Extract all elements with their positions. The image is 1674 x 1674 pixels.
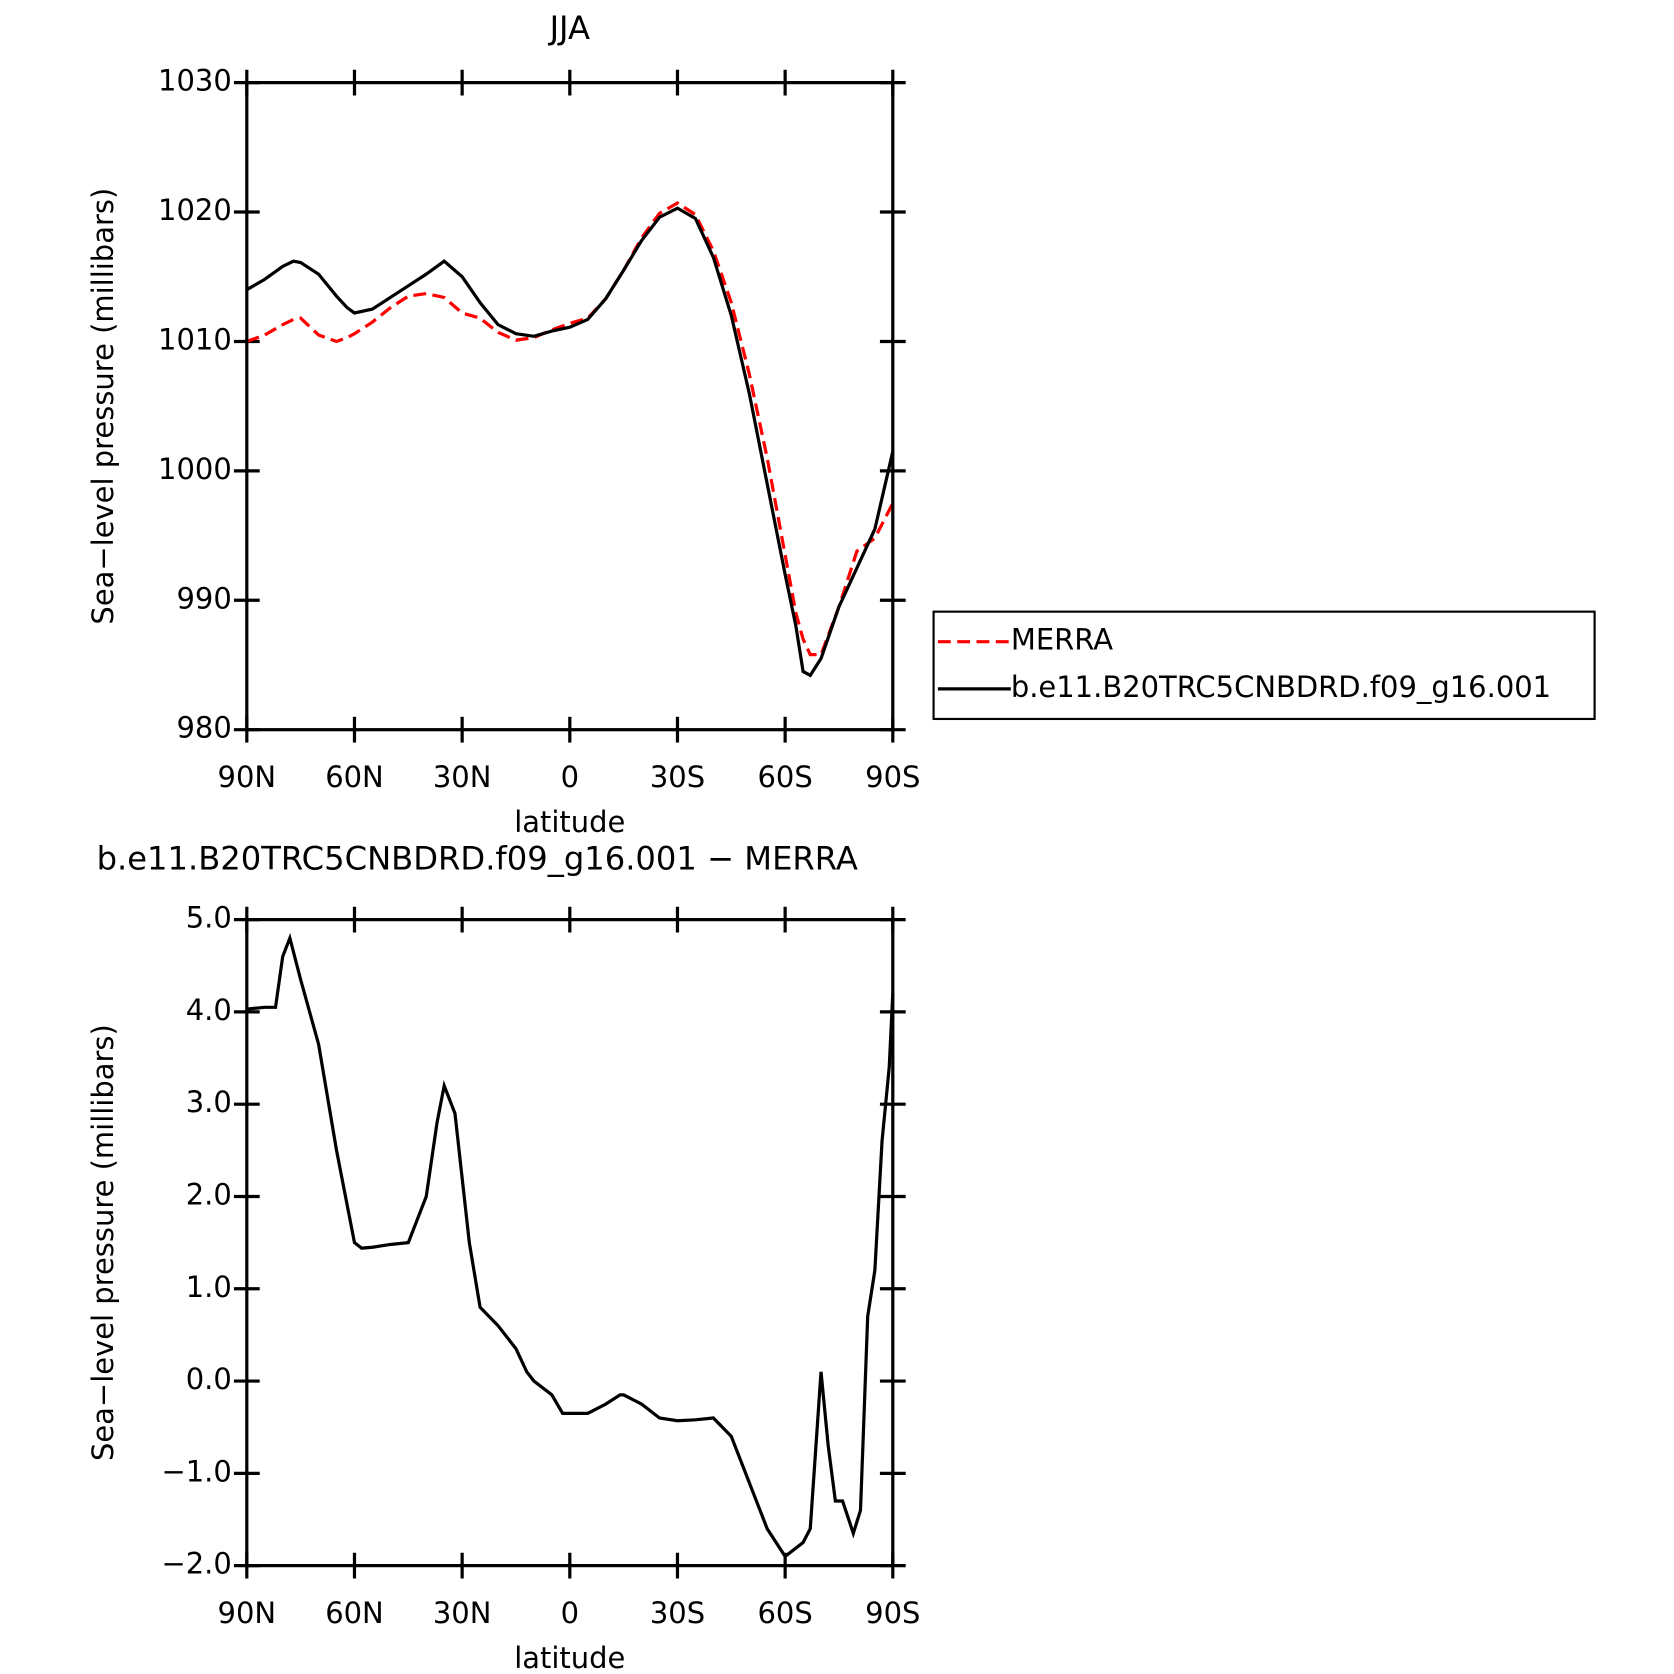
x-tick-label: 60S: [758, 1596, 813, 1630]
y-tick-label: 4.0: [186, 993, 232, 1027]
x-tick-label: 60N: [325, 760, 384, 794]
x-tick-label: 30N: [433, 1596, 492, 1630]
x-tick-label: 0: [561, 1596, 579, 1630]
x-tick-label: 60S: [758, 760, 813, 794]
legend-label: b.e11.B20TRC5CNBDRD.f09_g16.001: [1011, 670, 1551, 704]
y-tick-label: 1020: [158, 193, 232, 227]
y-tick-label: 3.0: [186, 1085, 232, 1119]
chart-title: JJA: [548, 9, 590, 47]
x-tick-label: 30S: [650, 1596, 705, 1630]
plot-frame: [245, 918, 895, 1568]
x-tick-label: 30N: [433, 760, 492, 794]
series-line: [246, 206, 895, 678]
x-tick-label: 90N: [218, 760, 277, 794]
chart-title: b.e11.B20TRC5CNBDRD.f09_g16.001 − MERRA: [97, 840, 858, 878]
x-tick-label: 60N: [325, 1596, 384, 1630]
y-tick-label: 0.0: [186, 1362, 232, 1396]
x-tick-label: 90S: [865, 760, 920, 794]
x-tick-label: 0: [561, 760, 579, 794]
y-tick-label: 1.0: [186, 1270, 232, 1304]
x-tick-label: 90S: [865, 1596, 920, 1630]
series-line: [246, 201, 895, 657]
y-axis-label: Sea−level pressure (millibars): [86, 188, 120, 625]
series-line: [246, 932, 895, 1559]
x-axis-label: latitude: [514, 805, 625, 839]
legend-label: MERRA: [1011, 623, 1113, 657]
plot-frame: [245, 81, 895, 732]
y-tick-label: 5.0: [186, 901, 232, 935]
y-tick-label: 1030: [158, 64, 232, 98]
y-tick-label: 980: [176, 711, 231, 745]
legend-box: [932, 610, 1596, 721]
y-tick-label: 1000: [158, 452, 232, 486]
x-tick-label: 90N: [218, 1596, 277, 1630]
x-tick-label: 30S: [650, 760, 705, 794]
y-tick-label: −1.0: [161, 1454, 231, 1488]
x-axis-label: latitude: [514, 1641, 625, 1674]
y-tick-label: 990: [176, 581, 231, 615]
y-axis-label: Sea−level pressure (millibars): [86, 1024, 120, 1461]
y-tick-label: 2.0: [186, 1177, 232, 1211]
y-tick-label: −2.0: [161, 1547, 231, 1581]
y-tick-label: 1010: [158, 322, 232, 356]
